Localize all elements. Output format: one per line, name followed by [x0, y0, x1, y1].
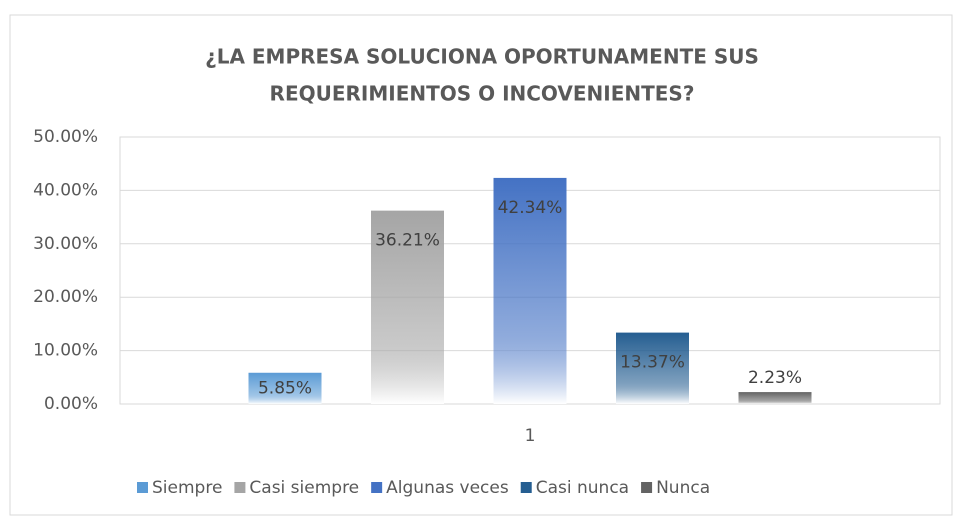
bar: [616, 332, 689, 404]
legend-label: Nunca: [656, 478, 710, 498]
legend-label: Algunas veces: [386, 478, 509, 498]
chart-frame: [9, 14, 953, 516]
data-label: 13.37%: [620, 353, 685, 373]
data-label: 36.21%: [375, 231, 440, 251]
y-tick-label: 10.00%: [33, 341, 98, 361]
legend-swatch: [371, 482, 383, 493]
chart-title: REQUERIMIENTOS O INCOVENIENTES?: [270, 82, 695, 106]
legend-swatch: [137, 482, 148, 493]
y-tick-label: 20.00%: [33, 287, 98, 307]
legend-label: Casi siempre: [249, 478, 359, 498]
bar: [493, 177, 567, 404]
data-label: 5.85%: [258, 378, 312, 398]
legend-swatch: [520, 482, 532, 493]
data-label: 42.34%: [498, 198, 563, 218]
legend-label: Siempre: [152, 478, 222, 498]
legend-swatch: [641, 482, 653, 493]
y-tick-label: 30.00%: [33, 234, 98, 254]
bar: [371, 210, 444, 404]
y-tick-label: 50.00%: [33, 127, 98, 147]
data-label: 2.23%: [748, 368, 802, 388]
chart-title: ¿LA EMPRESA SOLUCIONA OPORTUNAMENTE SUS: [205, 45, 759, 69]
y-tick-label: 0.00%: [44, 394, 98, 414]
y-tick-label: 40.00%: [33, 180, 98, 200]
legend-swatch: [234, 482, 246, 493]
x-tick-label: 1: [525, 426, 536, 446]
legend-label: Casi nunca: [536, 478, 629, 498]
bar: [248, 372, 322, 404]
bar: [738, 392, 812, 404]
